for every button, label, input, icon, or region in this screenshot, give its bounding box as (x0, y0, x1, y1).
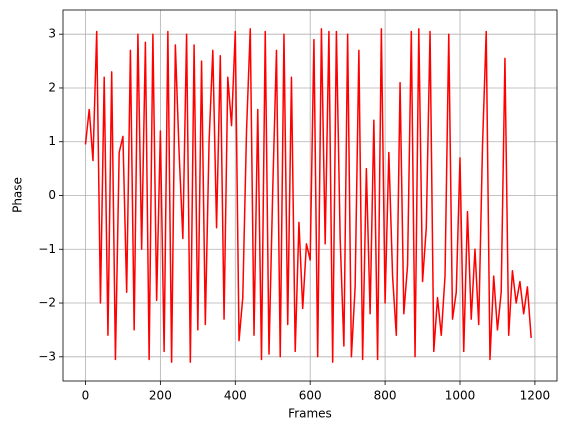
plot-frame (62, 9, 558, 382)
x-tick-label: 1200 (520, 389, 551, 403)
y-tick-label: −1 (38, 242, 56, 256)
x-tick-label: 400 (224, 389, 247, 403)
x-axis-label: Frames (288, 407, 332, 421)
line (84, 28, 532, 363)
y-tick-label: 0 (48, 188, 56, 202)
y-tick-label: 3 (48, 27, 56, 41)
y-tick-label: −3 (38, 349, 56, 363)
x-tick-label: 800 (374, 389, 397, 403)
y-tick-label: 2 (48, 80, 56, 94)
x-tick-label: 600 (299, 389, 322, 403)
x-tick-label: 200 (149, 389, 172, 403)
y-tick-label: −2 (38, 296, 56, 310)
x-tick-label: 1000 (445, 389, 476, 403)
x-tick-label: 0 (82, 389, 90, 403)
y-tick-label: 1 (48, 134, 56, 148)
y-axis-label: Phase (11, 177, 25, 213)
